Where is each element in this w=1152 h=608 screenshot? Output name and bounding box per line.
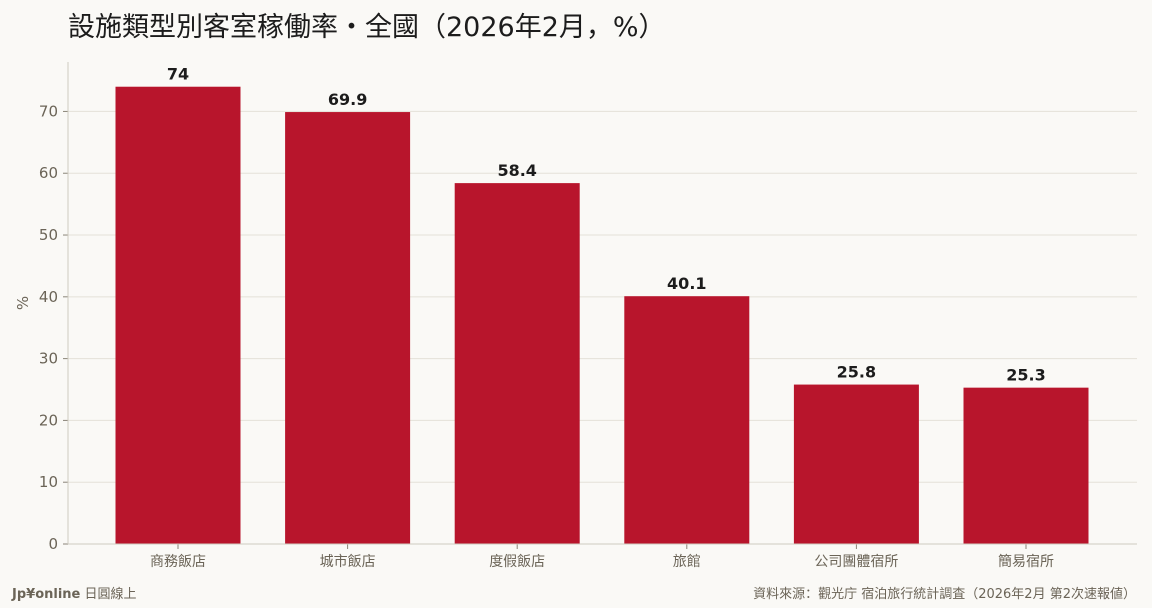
y-axis-ticks: 0 10 20 30 40 50 60 70 [39, 102, 68, 553]
y-axis-label: % [14, 296, 32, 310]
brand-suffix: 日圓線上 [84, 587, 137, 602]
bar [285, 112, 411, 545]
y-tick-label: 40 [39, 288, 58, 306]
x-tick-label: 商務飯店 [150, 553, 206, 570]
brand-logo-text: Jp¥online [12, 587, 81, 602]
bar [963, 387, 1089, 544]
bar [793, 384, 919, 544]
x-tick-label: 城市飯店 [320, 553, 376, 570]
data-label: 40.1 [667, 274, 706, 293]
x-tick-label: 簡易宿所 [998, 553, 1054, 570]
y-tick-label: 0 [48, 535, 58, 553]
bars [115, 86, 1089, 545]
y-tick-label: 70 [39, 102, 58, 120]
y-tick-label: 10 [39, 473, 58, 491]
x-tick-label: 旅館 [673, 553, 701, 570]
x-axis-ticks: 商務飯店 城市飯店 度假飯店 旅館 公司團體宿所 簡易宿所 [150, 544, 1054, 570]
y-tick-label: 60 [39, 164, 58, 182]
bar [624, 296, 750, 544]
data-label: 74 [167, 65, 189, 84]
gridlines [68, 110, 1137, 483]
y-tick-label: 30 [39, 350, 58, 368]
data-label: 25.3 [1006, 366, 1045, 385]
x-tick-label: 公司團體宿所 [814, 553, 898, 570]
footer-source: 資料來源：觀光庁 宿泊旅行統計調査（2026年2月 第2次速報値） [753, 587, 1136, 602]
bar [115, 86, 241, 544]
chart-title: 設施類型別客室稼働率・全國（2026年2月，%） [68, 12, 666, 43]
data-label: 58.4 [497, 161, 536, 180]
y-tick-label: 50 [39, 226, 58, 244]
data-labels: 74 69.9 58.4 40.1 25.8 25.3 [167, 65, 1046, 385]
footer-brand: Jp¥online 日圓線上 [12, 583, 137, 602]
bar [454, 183, 580, 544]
data-label: 25.8 [837, 363, 876, 382]
data-label: 69.9 [328, 90, 367, 109]
y-tick-label: 20 [39, 411, 58, 429]
x-tick-label: 度假飯店 [489, 553, 545, 570]
